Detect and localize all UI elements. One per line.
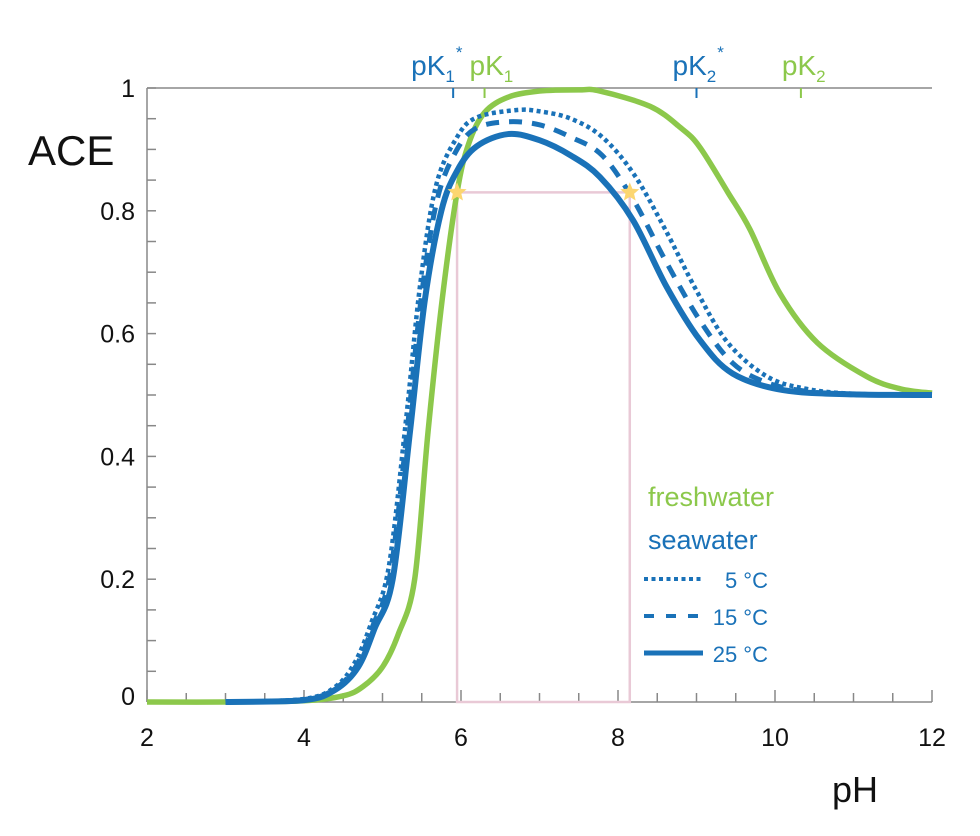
x-tick-label: 10 <box>761 724 789 752</box>
pk-label: pK2 <box>782 50 826 86</box>
highlight-box <box>455 191 632 704</box>
pk-label: pK1* <box>411 43 463 86</box>
highlight-rectangle <box>455 191 632 704</box>
star-marker <box>620 182 640 201</box>
legend-label-25c: 25 °C <box>713 642 768 667</box>
legend-label-5c: 5 °C <box>725 568 768 593</box>
series-group <box>146 86 933 705</box>
x-tick-label: 2 <box>140 724 154 752</box>
y-tick-label: 0.8 <box>100 198 135 226</box>
x-tick-label: 12 <box>918 724 946 752</box>
y-tick-label: 0 <box>121 683 135 711</box>
y-tick-label: 0.4 <box>100 443 135 471</box>
x-tick-label: 6 <box>454 724 468 752</box>
series-5-c <box>225 107 933 705</box>
legend-seawater: seawater <box>648 525 758 555</box>
pk-label: pK1 <box>470 50 514 86</box>
axes: 2 4 6 8 10 12 0 0.2 0.4 0.6 0.8 1 <box>100 75 946 752</box>
stars <box>447 182 640 201</box>
series-freshwater <box>146 86 933 705</box>
legend-freshwater: freshwater <box>648 482 774 512</box>
series-25-c <box>225 130 933 705</box>
series-15-c <box>225 119 933 705</box>
x-tick-label: 8 <box>611 724 625 752</box>
x-tick-label: 4 <box>297 724 311 752</box>
x-axis-label: pH <box>832 769 878 810</box>
y-tick-label: 0.2 <box>100 566 135 594</box>
legend-label-15c: 15 °C <box>713 605 768 630</box>
y-tick-label: 1 <box>121 75 135 103</box>
pk-label: pK2* <box>673 43 725 86</box>
legend: freshwater seawater 5 °C 15 °C 25 °C <box>644 482 774 667</box>
star-marker <box>447 182 467 201</box>
pk-markers: pK1* pK1 pK2* pK2 <box>411 43 826 98</box>
y-tick-label: 0.6 <box>100 321 135 349</box>
y-axis-label: ACE <box>28 127 114 174</box>
